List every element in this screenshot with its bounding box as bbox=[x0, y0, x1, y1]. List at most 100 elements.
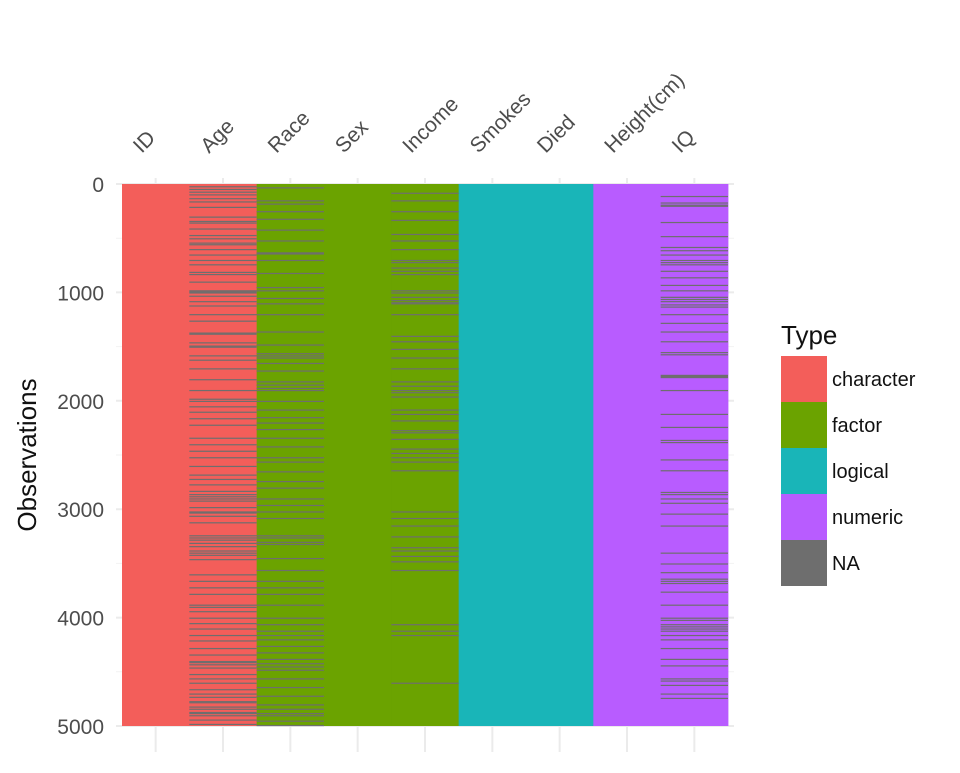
na-mark bbox=[391, 292, 459, 294]
na-mark bbox=[660, 513, 728, 515]
na-mark bbox=[256, 593, 324, 595]
na-mark bbox=[256, 481, 324, 483]
na-mark bbox=[256, 666, 324, 668]
na-mark bbox=[189, 301, 257, 303]
na-mark bbox=[391, 536, 459, 538]
na-mark bbox=[391, 303, 459, 305]
na-mark bbox=[256, 457, 324, 459]
na-mark bbox=[189, 498, 257, 500]
na-mark bbox=[660, 354, 728, 356]
column-tile bbox=[324, 184, 392, 726]
na-mark bbox=[189, 682, 257, 684]
na-mark bbox=[189, 291, 257, 293]
na-mark bbox=[660, 202, 728, 204]
na-mark bbox=[189, 320, 257, 322]
na-mark bbox=[391, 430, 459, 432]
na-mark bbox=[660, 236, 728, 238]
na-mark bbox=[391, 413, 459, 416]
na-mark bbox=[189, 220, 257, 223]
na-mark bbox=[256, 498, 324, 500]
legend: Type character factor logical numeric NA bbox=[781, 320, 916, 586]
na-mark bbox=[660, 578, 728, 580]
na-mark bbox=[391, 392, 459, 394]
na-mark bbox=[256, 645, 324, 647]
na-mark bbox=[391, 335, 459, 337]
na-mark bbox=[256, 259, 324, 262]
na-mark bbox=[189, 539, 257, 541]
na-mark bbox=[391, 561, 459, 563]
na-mark bbox=[189, 234, 257, 237]
na-mark bbox=[189, 634, 257, 637]
na-mark bbox=[256, 634, 324, 637]
na-mark bbox=[189, 332, 257, 334]
na-mark bbox=[256, 652, 324, 654]
na-mark bbox=[660, 352, 728, 354]
na-mark bbox=[189, 654, 257, 656]
legend-swatch bbox=[781, 448, 827, 494]
na-mark bbox=[189, 507, 257, 509]
column-tile bbox=[122, 184, 190, 726]
na-mark bbox=[660, 470, 728, 472]
na-mark bbox=[189, 191, 257, 193]
na-mark bbox=[189, 511, 257, 513]
na-mark bbox=[189, 552, 257, 554]
na-mark bbox=[189, 617, 257, 619]
na-mark bbox=[256, 504, 324, 507]
na-mark bbox=[189, 457, 257, 459]
na-mark bbox=[256, 211, 324, 213]
na-mark bbox=[256, 387, 324, 389]
na-mark bbox=[189, 292, 257, 294]
legend-label: logical bbox=[832, 461, 889, 483]
na-mark bbox=[256, 535, 324, 537]
column-tile bbox=[391, 184, 460, 726]
na-mark bbox=[189, 478, 257, 481]
na-mark bbox=[256, 344, 324, 346]
na-mark bbox=[660, 426, 728, 429]
na-mark bbox=[256, 417, 324, 419]
na-mark bbox=[189, 535, 257, 537]
na-mark bbox=[189, 188, 257, 191]
na-mark bbox=[256, 669, 324, 671]
na-mark bbox=[391, 389, 459, 392]
na-mark bbox=[256, 587, 324, 589]
na-mark bbox=[391, 385, 459, 387]
na-mark bbox=[189, 574, 257, 576]
na-mark bbox=[391, 273, 459, 276]
na-mark bbox=[256, 624, 324, 626]
legend-label: character bbox=[832, 369, 916, 391]
na-mark bbox=[256, 303, 324, 305]
na-mark bbox=[256, 400, 324, 402]
na-mark bbox=[189, 465, 257, 468]
na-mark bbox=[256, 557, 324, 560]
na-mark bbox=[256, 630, 324, 632]
na-mark bbox=[189, 228, 257, 230]
na-mark bbox=[256, 314, 324, 316]
na-mark bbox=[660, 563, 728, 565]
na-mark bbox=[256, 437, 324, 439]
na-mark bbox=[256, 297, 324, 300]
na-mark bbox=[660, 250, 728, 252]
na-mark bbox=[189, 693, 257, 695]
na-mark bbox=[189, 660, 257, 663]
na-mark bbox=[660, 439, 728, 442]
na-mark bbox=[391, 262, 459, 264]
legend-swatch bbox=[781, 356, 827, 402]
na-mark bbox=[660, 374, 728, 376]
na-mark bbox=[189, 712, 257, 715]
na-mark bbox=[189, 647, 257, 650]
na-mark bbox=[189, 346, 257, 348]
na-mark bbox=[660, 277, 728, 279]
na-mark bbox=[256, 253, 324, 255]
y-tick-label: 4000 bbox=[57, 608, 104, 631]
na-mark bbox=[256, 331, 324, 333]
na-mark bbox=[189, 206, 257, 208]
na-mark bbox=[189, 474, 257, 476]
na-mark bbox=[256, 604, 324, 606]
na-mark bbox=[391, 302, 459, 304]
na-mark bbox=[660, 580, 728, 582]
na-mark bbox=[256, 511, 324, 513]
na-mark bbox=[189, 295, 257, 297]
na-mark bbox=[660, 389, 728, 392]
na-mark bbox=[660, 697, 728, 700]
na-mark bbox=[189, 494, 257, 496]
